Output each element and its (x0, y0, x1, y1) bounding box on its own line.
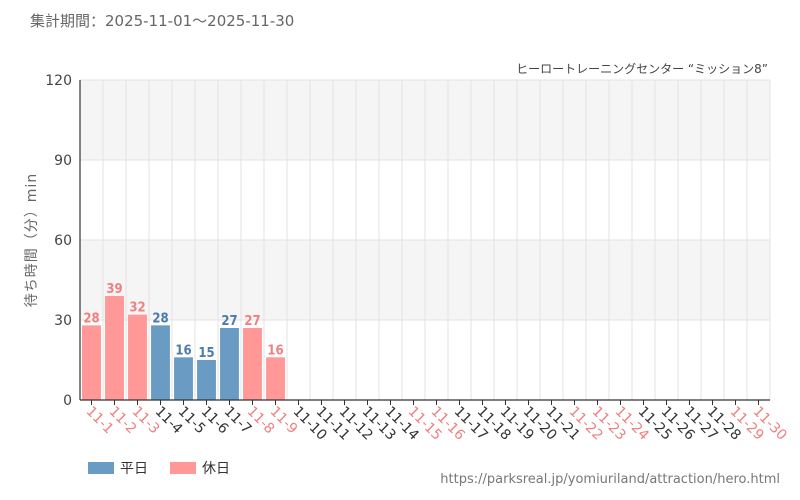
bar-11-1 (82, 325, 101, 400)
wait-time-bar-chart: 28 39 32 28 16 15 27 27 16 0 30 60 90 120 11-111-211… (24, 73, 790, 444)
legend-swatch-holiday (170, 462, 196, 474)
bar-value-label: 27 (244, 314, 260, 329)
bar-value-label: 28 (152, 311, 168, 326)
bar-11-8 (243, 328, 262, 400)
legend-item-holiday: 休日 (170, 458, 230, 478)
bar-11-4 (151, 325, 170, 400)
y-tick-label: 0 (63, 393, 72, 409)
legend: 平日 休日 (88, 458, 230, 478)
bar-11-9 (266, 357, 285, 400)
y-tick-label: 120 (45, 73, 72, 89)
bar-11-3 (128, 314, 147, 400)
legend-item-weekday: 平日 (88, 458, 148, 478)
bar-value-label: 16 (175, 343, 191, 358)
y-axis-label: 待ち時間（分）min (24, 173, 40, 307)
bar-value-label: 16 (267, 343, 283, 358)
source-url: https://parksreal.jp/yomiuriland/attract… (440, 472, 780, 487)
bar-11-2 (105, 296, 124, 400)
y-tick-labels: 0 30 60 90 120 (45, 73, 72, 409)
period-label: 集計期間：2025-11-01～2025-11-30 (30, 12, 295, 30)
y-tick-label: 30 (54, 313, 72, 329)
bar-11-7 (220, 328, 239, 400)
legend-label-weekday: 平日 (120, 461, 148, 477)
y-tick-label: 60 (54, 233, 72, 249)
bar-11-6 (197, 360, 216, 400)
axes (79, 80, 770, 405)
bar-11-5 (174, 357, 193, 400)
legend-label-holiday: 休日 (202, 461, 230, 477)
bar-value-label: 32 (129, 301, 145, 316)
x-tick-labels: 11-111-211-311-411-511-611-711-811-911-1… (83, 404, 790, 444)
legend-swatch-weekday (88, 462, 114, 474)
bar-value-label: 15 (198, 346, 214, 361)
bars: 28 39 32 28 16 15 27 27 16 (82, 282, 285, 400)
bar-value-label: 27 (221, 314, 237, 329)
bar-value-label: 39 (106, 282, 122, 297)
y-tick-label: 90 (54, 153, 72, 169)
attraction-title: ヒーロートレーニングセンター “ミッション8” (516, 62, 768, 76)
bar-value-label: 28 (83, 311, 99, 326)
